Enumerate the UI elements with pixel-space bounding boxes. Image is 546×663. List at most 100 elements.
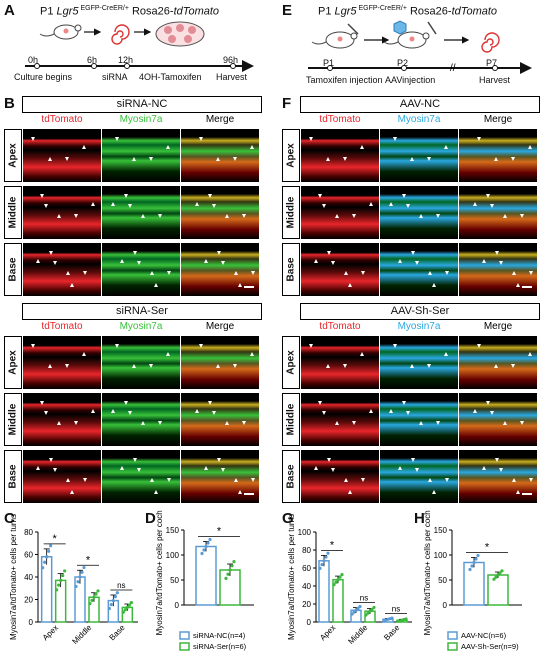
- scale-bar: [244, 493, 254, 495]
- arrowhead-marker: [490, 411, 494, 415]
- arrowhead-marker: [520, 214, 524, 218]
- row-label-text: Middle: [7, 403, 19, 436]
- data-point: [404, 617, 408, 621]
- arrowhead-marker: [217, 251, 221, 255]
- legend-swatch: [447, 631, 458, 640]
- arrowhead-marker: [511, 157, 515, 161]
- arrowhead-marker: [477, 137, 481, 141]
- data-point: [494, 575, 498, 579]
- bar: [487, 574, 509, 606]
- arrowhead-marker: [343, 157, 347, 161]
- x-tick-label: Base: [107, 623, 127, 643]
- y-tick-label: 60: [302, 564, 311, 573]
- data-point: [324, 555, 328, 559]
- micrograph-tdtomato: [23, 186, 101, 239]
- arrowhead-marker: [57, 421, 61, 425]
- arrowhead-marker: [91, 202, 95, 206]
- group-title: siRNA-NC: [22, 96, 262, 113]
- data-point: [492, 577, 496, 581]
- micrograph-tdtomato: [301, 186, 379, 239]
- micrograph-merge: [181, 450, 259, 503]
- arrowhead-marker: [495, 251, 499, 255]
- y-tick-label: 100: [434, 551, 448, 560]
- arrowhead-marker: [432, 490, 436, 494]
- arrowhead-marker: [361, 478, 365, 482]
- arrowhead-marker: [419, 214, 423, 218]
- micrograph-merge: [459, 450, 537, 503]
- arrowhead-marker: [490, 204, 494, 208]
- cochlea-icon: [481, 32, 500, 53]
- legend-label: siRNA-Ser(n=6): [193, 642, 247, 651]
- data-point: [332, 583, 336, 587]
- arrowhead-marker: [516, 490, 520, 494]
- tick-96h: 96h: [223, 55, 239, 65]
- y-tick-label: 100: [166, 551, 180, 560]
- age-p7: P7: [486, 58, 498, 68]
- row-label-middle: Middle: [4, 186, 22, 239]
- column-header-merge: Merge: [483, 114, 513, 125]
- column-header-myosin7a: Myosin7a: [119, 321, 163, 332]
- tick-0h: 0h: [28, 55, 39, 65]
- arrowhead-marker: [444, 145, 448, 149]
- data-point: [326, 551, 330, 555]
- arrowhead-marker: [167, 271, 171, 275]
- arrowhead-marker: [343, 364, 347, 368]
- bar: [195, 545, 217, 606]
- legend-swatch: [179, 642, 190, 651]
- micrograph-merge: [181, 243, 259, 296]
- arrowhead-marker: [529, 271, 533, 275]
- data-point: [368, 609, 372, 613]
- arrowhead-marker: [444, 352, 448, 356]
- column-header-tdtomato: tdTomato: [41, 321, 83, 332]
- row-label-text: Base: [285, 464, 297, 489]
- group-title: AAV-NC: [300, 96, 540, 113]
- arrowhead-marker: [128, 411, 132, 415]
- micrograph-myosin7a: [102, 129, 180, 182]
- age-p1: P1: [323, 58, 335, 68]
- title-reporter: tdTomato: [173, 5, 220, 18]
- data-point: [76, 580, 80, 584]
- chart-h: Myosin7a/tdTomato+ cells per cochlea 0 50 1…: [423, 510, 522, 651]
- y-tick-label: 80: [24, 528, 33, 537]
- y-axis-label: Myosin7a/tdTomato+ cells per turns: [9, 514, 18, 640]
- panel-a-schematic: [25, 21, 254, 72]
- arrowhead-marker: [238, 490, 242, 494]
- arrowhead-marker: [406, 204, 410, 208]
- arrowhead-marker: [314, 466, 318, 470]
- data-point: [500, 569, 504, 573]
- data-point: [125, 605, 129, 609]
- arrowhead-marker: [389, 409, 393, 413]
- arrowhead-marker: [31, 137, 35, 141]
- arrowhead-marker: [133, 458, 137, 462]
- data-point: [370, 607, 374, 611]
- title-prefix: P1: [40, 5, 57, 18]
- data-point: [121, 610, 125, 614]
- data-point: [350, 612, 354, 616]
- arrowhead-marker: [242, 214, 246, 218]
- y-tick-label: 40: [302, 582, 311, 591]
- arrowhead-marker: [234, 478, 238, 482]
- arrowhead-marker: [348, 490, 352, 494]
- arrowhead-marker: [369, 202, 373, 206]
- panel-label-e: E: [282, 2, 293, 19]
- arrowhead-marker: [154, 283, 158, 287]
- micrograph-myosin7a: [380, 450, 458, 503]
- step-tamoxifen: 4OH-Tamoxifen: [139, 72, 202, 82]
- micrograph-merge: [459, 186, 537, 239]
- arrowhead-marker: [250, 352, 254, 356]
- arrowhead-marker: [83, 478, 87, 482]
- tick-12h: 12h: [118, 55, 134, 65]
- y-tick-label: 50: [438, 576, 447, 585]
- data-point: [61, 574, 65, 578]
- arrowhead-marker: [322, 411, 326, 415]
- y-tick-label: 0: [29, 618, 34, 627]
- micrograph-tdtomato: [301, 393, 379, 446]
- arrowhead-marker: [141, 214, 145, 218]
- title-reporter: tdTomato: [451, 5, 498, 18]
- arrowhead-marker: [410, 157, 414, 161]
- arrowhead-marker: [326, 364, 330, 368]
- y-tick-label: 50: [170, 576, 179, 585]
- x-tick-label: Apex: [318, 623, 337, 642]
- x-tick-label: Middle: [346, 623, 369, 646]
- scale-bar: [522, 493, 532, 495]
